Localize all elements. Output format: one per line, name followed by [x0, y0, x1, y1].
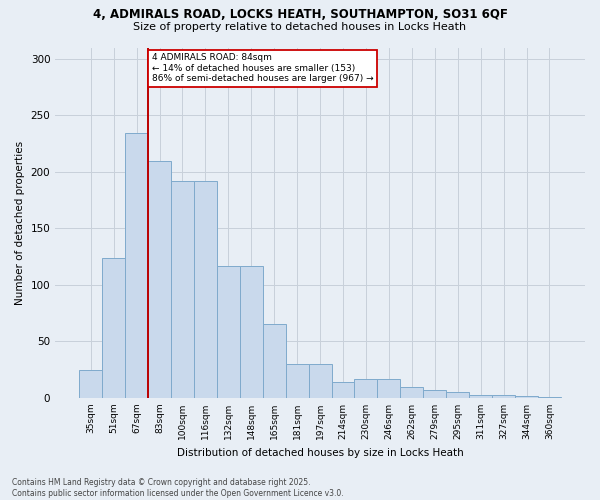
Bar [492, 394, 515, 398]
Bar [217, 266, 240, 398]
Text: 4, ADMIRALS ROAD, LOCKS HEATH, SOUTHAMPTON, SO31 6QF: 4, ADMIRALS ROAD, LOCKS HEATH, SOUTHAMPT… [92, 8, 508, 20]
Bar [286, 364, 308, 398]
Bar [240, 266, 263, 398]
Bar [538, 397, 561, 398]
Bar [102, 258, 125, 398]
Bar [194, 181, 217, 398]
X-axis label: Distribution of detached houses by size in Locks Heath: Distribution of detached houses by size … [177, 448, 463, 458]
Text: Size of property relative to detached houses in Locks Heath: Size of property relative to detached ho… [133, 22, 467, 32]
Bar [148, 160, 171, 398]
Bar [400, 386, 423, 398]
Bar [79, 370, 102, 398]
Bar [263, 324, 286, 398]
Bar [308, 364, 332, 398]
Bar [423, 390, 446, 398]
Y-axis label: Number of detached properties: Number of detached properties [15, 140, 25, 305]
Bar [332, 382, 355, 398]
Bar [469, 394, 492, 398]
Bar [446, 392, 469, 398]
Bar [377, 378, 400, 398]
Bar [355, 378, 377, 398]
Bar [515, 396, 538, 398]
Text: Contains HM Land Registry data © Crown copyright and database right 2025.
Contai: Contains HM Land Registry data © Crown c… [12, 478, 344, 498]
Bar [125, 134, 148, 398]
Text: 4 ADMIRALS ROAD: 84sqm
← 14% of detached houses are smaller (153)
86% of semi-de: 4 ADMIRALS ROAD: 84sqm ← 14% of detached… [151, 53, 373, 83]
Bar [171, 181, 194, 398]
